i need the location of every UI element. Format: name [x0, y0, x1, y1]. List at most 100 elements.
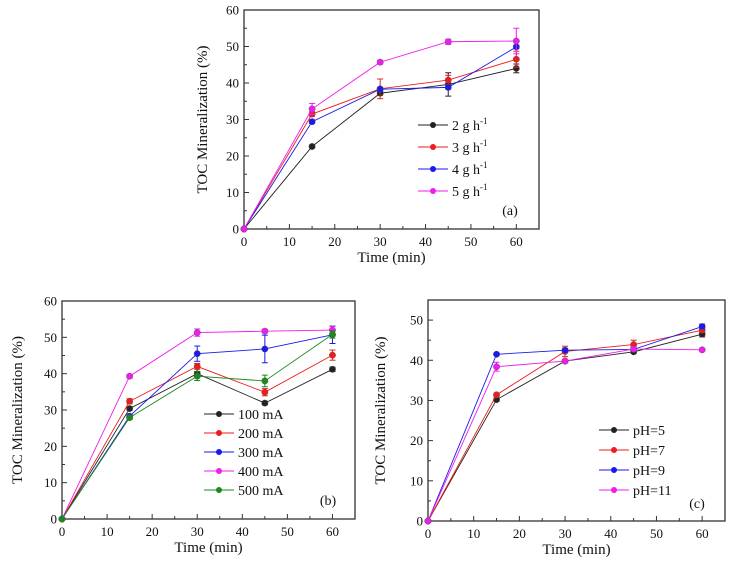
legend-marker — [430, 188, 436, 194]
data-point — [193, 350, 201, 358]
data-point — [444, 83, 452, 91]
data-point — [261, 388, 269, 396]
data-point — [308, 143, 316, 150]
legend-superscript: -1 — [480, 160, 488, 170]
legend-marker — [216, 468, 222, 474]
data-point — [193, 329, 201, 337]
y-tick-label: 0 — [233, 222, 240, 237]
x-tick-label: 40 — [604, 526, 617, 541]
x-axis-label: Time (min) — [174, 540, 242, 556]
x-axis-label: Time (min) — [357, 250, 425, 266]
legend-marker — [216, 449, 222, 455]
plot-frame — [427, 299, 726, 522]
data-point — [444, 38, 452, 46]
y-tick-label: 60 — [226, 3, 239, 18]
y-tick-label: 50 — [226, 39, 239, 54]
chart-panel-3: 0 10 20 30 40 50 60 0 10 20 30 40 50 Time (min) TOC Mi… — [373, 299, 726, 558]
data-point — [512, 55, 520, 63]
data-point — [193, 372, 201, 380]
y-tick-label: 10 — [44, 475, 57, 490]
y-axis-label: TOC Mineralization (%) — [195, 45, 211, 193]
series-line — [243, 46, 517, 230]
data-point — [698, 323, 706, 330]
x-tick-label: 30 — [374, 234, 387, 249]
legend-marker — [611, 487, 617, 493]
x-tick-label: 60 — [326, 524, 339, 539]
data-point — [329, 331, 336, 338]
y-tick-label: 50 — [410, 313, 423, 328]
x-tick-label: 20 — [328, 234, 341, 249]
data-point — [376, 85, 384, 93]
y-tick-label: 10 — [410, 473, 423, 488]
y-tick-label: 10 — [226, 185, 239, 200]
x-axis-label: Time (min) — [542, 542, 610, 558]
x-tick-label: 40 — [419, 234, 432, 249]
data-point — [493, 391, 500, 399]
legend-label: 500 mA — [238, 484, 284, 499]
data-point — [126, 397, 134, 405]
series-2: 200 mA — [58, 349, 336, 523]
data-point — [261, 399, 269, 407]
legend-superscript: -1 — [480, 182, 488, 192]
x-tick-label: 0 — [241, 234, 248, 249]
data-point — [493, 350, 500, 358]
y-tick-label: 30 — [44, 403, 57, 418]
legend-marker — [430, 166, 436, 172]
data-point — [424, 517, 432, 525]
y-tick-label: 60 — [44, 294, 57, 309]
x-tick-label: 0 — [425, 526, 432, 541]
y-tick-label: 0 — [417, 514, 424, 529]
x-tick-label: 10 — [467, 526, 480, 541]
panel-label: (c) — [689, 497, 705, 512]
y-tick-label: 30 — [410, 393, 423, 408]
legend-marker — [216, 411, 222, 417]
legend-marker — [430, 144, 436, 150]
chart-panel-1: 0 10 20 30 40 50 60 0 10 20 30 40 50 60 Time (min) TOC … — [195, 3, 540, 266]
series-4: 400 mA — [58, 325, 336, 523]
legend-marker — [430, 122, 436, 128]
series-3: 300 mA — [58, 325, 336, 523]
data-point — [493, 363, 500, 371]
legend-label: pH=5 — [633, 424, 665, 439]
x-tick-label: 40 — [236, 524, 249, 539]
y-tick-label: 0 — [51, 512, 58, 527]
data-point — [193, 362, 201, 370]
x-tick-label: 20 — [146, 524, 159, 539]
y-axis-label: TOC Mineralization (%) — [373, 336, 389, 484]
legend-label: 200 mA — [238, 427, 284, 442]
x-tick-label: 10 — [283, 234, 296, 249]
panel-label: (b) — [320, 494, 337, 509]
data-point — [561, 346, 569, 354]
series-line — [61, 334, 333, 520]
x-tick-label: 50 — [464, 234, 477, 249]
legend-marker — [216, 487, 222, 493]
y-tick-label: 40 — [226, 76, 239, 91]
legend-label: 4 g h-1 — [452, 160, 488, 178]
legend-superscript: -1 — [480, 116, 488, 126]
legend-label: pH=11 — [633, 484, 672, 499]
panel-label: (a) — [502, 204, 518, 219]
series-2: 3 g h-1 — [240, 50, 520, 233]
y-tick-label: 40 — [410, 353, 423, 368]
legend-label: pH=7 — [633, 444, 665, 459]
series-4: pH=11 — [424, 345, 706, 525]
x-tick-label: 20 — [513, 526, 526, 541]
data-point — [329, 351, 336, 359]
series-4: 5 g h-1 — [240, 27, 520, 233]
data-point — [58, 515, 66, 523]
legend-label: 3 g h-1 — [452, 138, 488, 156]
chart-panel-2: 0 10 20 30 40 50 60 0 10 20 30 40 50 60 Time (min) TOC … — [10, 294, 356, 556]
x-tick-label: 30 — [191, 524, 204, 539]
x-tick-label: 60 — [696, 526, 709, 541]
data-point — [630, 345, 638, 353]
plot-frame — [61, 300, 356, 520]
data-point — [308, 105, 316, 113]
series-3: pH=9 — [424, 323, 706, 525]
data-point — [329, 365, 336, 373]
y-tick-label: 30 — [226, 112, 239, 127]
x-tick-label: 60 — [510, 234, 523, 249]
data-point — [240, 225, 248, 233]
y-axis-label: TOC Mineralization (%) — [10, 336, 26, 484]
data-point — [376, 58, 384, 66]
legend-marker — [216, 430, 222, 436]
